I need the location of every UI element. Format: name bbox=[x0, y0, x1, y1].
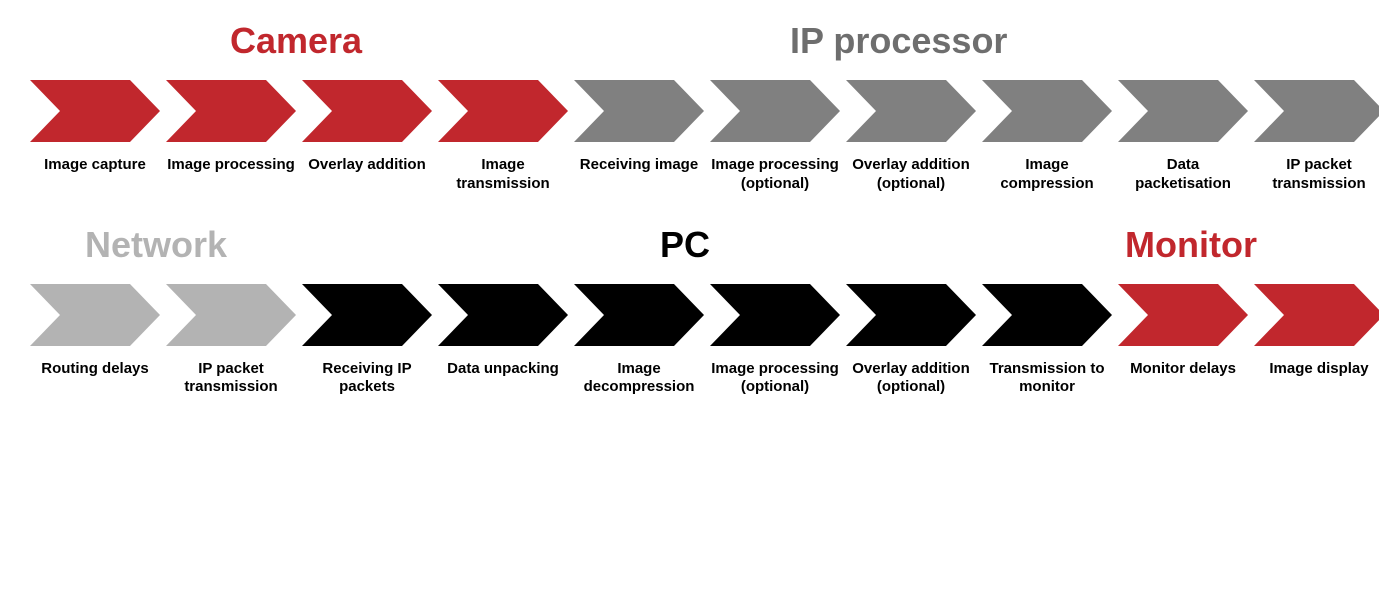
flow-step-label: Data packetisation bbox=[1118, 156, 1248, 194]
flow-step: Overlay addition (optional) bbox=[846, 80, 976, 194]
flow-step: Image compression bbox=[982, 80, 1112, 194]
flow-step: Image processing bbox=[166, 80, 296, 194]
chevron-arrow-icon bbox=[710, 284, 840, 346]
chevron-arrow-icon bbox=[302, 80, 432, 142]
flow-step-label: IP packet transmission bbox=[166, 360, 296, 398]
flow-step-label: Image display bbox=[1269, 360, 1368, 379]
chevron-arrow-icon bbox=[710, 80, 840, 142]
chevron-arrow-icon bbox=[30, 284, 160, 346]
section-headers: Network PC Monitor bbox=[30, 224, 1349, 266]
arrow-row: Routing delays IP packet transmissionRece… bbox=[30, 284, 1349, 398]
arrow-row: Image capture Image processing Overlay add… bbox=[30, 80, 1349, 194]
flow-step-label: Routing delays bbox=[41, 360, 149, 379]
flow-step-label: Image capture bbox=[44, 156, 146, 175]
chevron-arrow-icon bbox=[438, 80, 568, 142]
chevron-arrow-icon bbox=[30, 80, 160, 142]
flow-step: Routing delays bbox=[30, 284, 160, 398]
flow-step-label: Transmission to monitor bbox=[982, 360, 1112, 398]
chevron-arrow-icon bbox=[166, 284, 296, 346]
flow-step-label: Receiving IP packets bbox=[302, 360, 432, 398]
flow-step-label: Image transmission bbox=[438, 156, 568, 194]
flow-step: Image transmission bbox=[438, 80, 568, 194]
flow-step: Overlay addition bbox=[302, 80, 432, 194]
chevron-arrow-icon bbox=[574, 80, 704, 142]
flow-step: Overlay addition (optional) bbox=[846, 284, 976, 398]
chevron-arrow-icon bbox=[982, 80, 1112, 142]
section-headers: Camera IP processor bbox=[30, 20, 1349, 62]
section-header: Camera bbox=[230, 20, 580, 62]
chevron-arrow-icon bbox=[166, 80, 296, 142]
flow-row: Network PC Monitor Routing delays IP packet … bbox=[30, 224, 1349, 398]
chevron-arrow-icon bbox=[574, 284, 704, 346]
flow-step: Receiving image bbox=[574, 80, 704, 194]
chevron-arrow-icon bbox=[438, 284, 568, 346]
flow-step: Image capture bbox=[30, 80, 160, 194]
flow-step: Image display bbox=[1254, 284, 1379, 398]
section-header: PC bbox=[660, 224, 960, 266]
chevron-arrow-icon bbox=[1118, 284, 1248, 346]
flow-step-label: Image processing (optional) bbox=[710, 156, 840, 194]
flow-step: Image processing (optional) bbox=[710, 284, 840, 398]
flow-step: Data unpacking bbox=[438, 284, 568, 398]
flow-step: Image decompression bbox=[574, 284, 704, 398]
flow-step-label: Image processing (optional) bbox=[710, 360, 840, 398]
chevron-arrow-icon bbox=[846, 80, 976, 142]
flow-step-label: Monitor delays bbox=[1130, 360, 1236, 379]
flow-step: IP packet transmission bbox=[166, 284, 296, 398]
flow-step-label: Overlay addition (optional) bbox=[846, 156, 976, 194]
flow-step: Monitor delays bbox=[1118, 284, 1248, 398]
chevron-arrow-icon bbox=[302, 284, 432, 346]
flow-step-label: Data unpacking bbox=[447, 360, 559, 379]
chevron-arrow-icon bbox=[982, 284, 1112, 346]
flow-step: Image processing (optional) bbox=[710, 80, 840, 194]
flow-step-label: IP packet transmission bbox=[1254, 156, 1379, 194]
flow-step: Transmission to monitor bbox=[982, 284, 1112, 398]
flow-step-label: Overlay addition bbox=[308, 156, 426, 175]
flow-step-label: Image compression bbox=[982, 156, 1112, 194]
flow-step-label: Image processing bbox=[167, 156, 295, 175]
section-header: Network bbox=[85, 224, 385, 266]
flow-step: IP packet transmission bbox=[1254, 80, 1379, 194]
flow-step-label: Overlay addition (optional) bbox=[846, 360, 976, 398]
flow-step: Data packetisation bbox=[1118, 80, 1248, 194]
chevron-arrow-icon bbox=[1254, 284, 1379, 346]
flow-step: Receiving IP packets bbox=[302, 284, 432, 398]
chevron-arrow-icon bbox=[846, 284, 976, 346]
flow-step-label: Receiving image bbox=[580, 156, 698, 175]
flow-step-label: Image decompression bbox=[574, 360, 704, 398]
section-header: Monitor bbox=[1125, 224, 1325, 266]
chevron-arrow-icon bbox=[1254, 80, 1379, 142]
flow-row: Camera IP processor Image capture Image pro… bbox=[30, 20, 1349, 194]
chevron-arrow-icon bbox=[1118, 80, 1248, 142]
section-header: IP processor bbox=[790, 20, 1190, 62]
